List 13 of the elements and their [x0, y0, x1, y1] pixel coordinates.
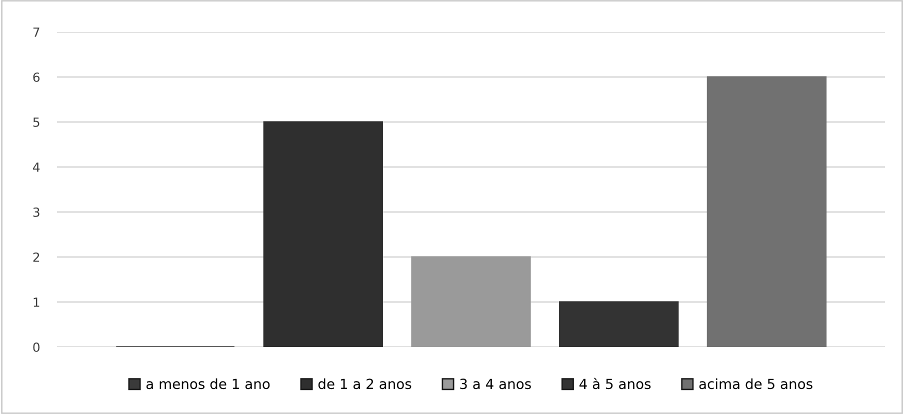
- y-tick-label: 1: [34, 298, 40, 307]
- y-tick-label: 6: [33, 72, 40, 82]
- y-tick-label: 5: [33, 118, 40, 127]
- legend-label: 3 a 4 anos: [460, 378, 531, 390]
- y-tick-label: 2: [33, 252, 40, 262]
- legend-label: de 1 a 2 anos: [318, 378, 412, 390]
- legend-label: a menos de 1 ano: [146, 378, 270, 390]
- y-tick-label: 7: [33, 28, 40, 37]
- y-tick-label: 0: [33, 342, 40, 352]
- legend-label: acima de 5 anos: [699, 378, 812, 390]
- y-tick-label: 4: [32, 162, 40, 172]
- legend-label: 4 à 5 anos: [579, 378, 651, 390]
- y-tick-label: 3: [33, 207, 40, 217]
